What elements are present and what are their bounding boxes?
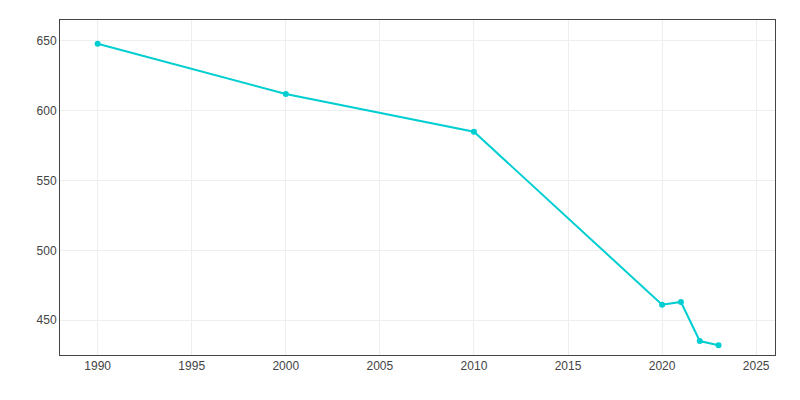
svg-text:2000: 2000: [272, 359, 299, 373]
svg-text:1995: 1995: [178, 359, 205, 373]
svg-text:550: 550: [37, 174, 57, 188]
svg-text:2015: 2015: [555, 359, 582, 373]
svg-text:650: 650: [37, 34, 57, 48]
svg-text:2025: 2025: [743, 359, 770, 373]
svg-text:2020: 2020: [649, 359, 676, 373]
svg-text:450: 450: [37, 313, 57, 327]
svg-text:2005: 2005: [367, 359, 394, 373]
svg-text:2010: 2010: [461, 359, 488, 373]
svg-text:1990: 1990: [84, 359, 111, 373]
svg-text:600: 600: [37, 104, 57, 118]
svg-text:500: 500: [37, 244, 57, 258]
